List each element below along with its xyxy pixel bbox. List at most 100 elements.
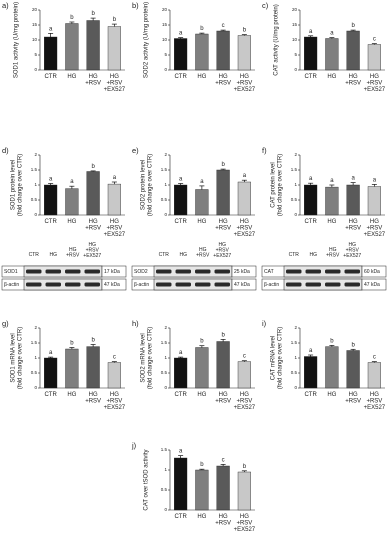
- lane-label: CTR: [159, 252, 170, 258]
- x-tick-label: HG +RSV: [215, 392, 231, 405]
- x-tick-label: CTR: [304, 392, 317, 398]
- blot-band: [305, 269, 321, 274]
- x-tick-label: HG +RSV +EX527: [104, 219, 126, 238]
- significance-letter: a: [200, 179, 204, 185]
- bar: [304, 36, 318, 71]
- bar: [44, 357, 58, 389]
- lane-label: CTR: [289, 252, 300, 258]
- x-tick-label: CTR: [174, 514, 187, 520]
- y-tick-label: 0: [164, 212, 167, 217]
- lane-label: HG +RSV +EX527: [343, 242, 361, 259]
- significance-letter: b: [91, 164, 95, 170]
- y-tick-label: 5: [34, 52, 37, 57]
- x-tick-label: HG +RSV +EX527: [234, 392, 256, 411]
- y-axis-label: SOD1 protein level(fold change over CTR): [10, 154, 23, 216]
- significance-letter: a: [309, 176, 313, 182]
- bar: [174, 357, 188, 389]
- y-tick-label: 0: [34, 385, 37, 390]
- bar: [44, 36, 58, 71]
- panel-label: c): [262, 1, 269, 10]
- y-tick-label: 15: [162, 22, 168, 27]
- panel-label: a): [2, 1, 9, 10]
- y-tick-label: 1.5: [161, 447, 168, 452]
- x-tick-label: CTR: [44, 392, 57, 398]
- significance-letter: b: [91, 338, 95, 344]
- y-tick-label: 5: [294, 52, 297, 57]
- blot-band: [84, 282, 100, 287]
- y-tick-label: 20: [32, 7, 38, 12]
- significance-letter: c: [222, 23, 225, 29]
- x-tick-label: HG +RSV: [215, 219, 231, 232]
- significance-letter: a: [179, 31, 183, 37]
- bar: [65, 23, 79, 71]
- x-tick-label: HG: [197, 514, 206, 520]
- significance-letter: a: [351, 176, 355, 182]
- x-tick-label: HG +RSV: [85, 219, 101, 232]
- x-tick-label: HG +RSV +EX527: [364, 219, 386, 238]
- significance-letter: a: [49, 177, 53, 183]
- y-tick-label: 1: [34, 355, 37, 360]
- y-tick-label: 0.5: [291, 370, 298, 375]
- x-tick-label: HG: [327, 219, 336, 225]
- significance-letter: a: [243, 173, 247, 179]
- size-frame: [101, 265, 127, 278]
- significance-letter: c: [243, 354, 246, 360]
- x-tick-label: CTR: [304, 74, 317, 80]
- y-tick-label: 5: [164, 52, 167, 57]
- blot-band: [286, 282, 302, 287]
- y-tick-label: 10: [292, 37, 298, 42]
- x-tick-label: CTR: [174, 392, 187, 398]
- blot-band: [214, 269, 230, 274]
- y-axis-label: CAT over tSOD activity: [144, 449, 150, 510]
- significance-letter: b: [243, 28, 247, 34]
- x-tick-label: HG: [327, 392, 336, 398]
- bar: [195, 189, 209, 216]
- y-tick-label: 20: [292, 7, 298, 12]
- y-axis-label: SOD1 mRNA level(fold change over CTR): [10, 327, 23, 389]
- blot-row-label: CAT: [264, 269, 274, 275]
- blot-row-label: SOD1: [4, 269, 18, 275]
- bar: [195, 347, 209, 389]
- y-tick-label: 2: [34, 325, 37, 330]
- x-tick-label: CTR: [304, 219, 317, 225]
- x-tick-label: HG +RSV +EX527: [234, 219, 256, 238]
- significance-letter: a: [113, 175, 117, 181]
- y-tick-label: 1: [164, 182, 167, 187]
- y-tick-label: 15: [32, 22, 38, 27]
- blot-band: [26, 269, 42, 274]
- significance-letter: a: [49, 350, 53, 356]
- lane-label: CTR: [29, 252, 40, 258]
- significance-letter: c: [222, 457, 225, 463]
- bar: [346, 184, 360, 216]
- blot-size-label: 47 kDa: [364, 282, 380, 288]
- bar: [174, 38, 188, 71]
- bar: [325, 186, 339, 216]
- blot-band: [195, 269, 211, 274]
- y-tick-label: 20: [162, 7, 168, 12]
- y-tick-label: 1: [164, 355, 167, 360]
- x-tick-label: CTR: [44, 219, 57, 225]
- significance-letter: c: [373, 355, 376, 361]
- y-tick-label: 1.5: [291, 340, 298, 345]
- bar: [304, 184, 318, 216]
- size-frame: [101, 278, 127, 291]
- x-tick-label: HG +RSV: [85, 392, 101, 405]
- y-axis-label: SOD2 activity (U/mg protein): [144, 2, 150, 78]
- y-axis-label: SOD2 protein level(fold change over CTR): [140, 154, 153, 216]
- significance-letter: a: [373, 177, 377, 183]
- x-tick-label: HG: [197, 392, 206, 398]
- bar: [86, 171, 100, 216]
- bar: [216, 30, 230, 71]
- blot-band: [26, 282, 42, 287]
- x-tick-label: HG +RSV: [345, 219, 361, 232]
- bar: [216, 341, 230, 389]
- blot-band: [65, 269, 81, 274]
- significance-letter: a: [309, 348, 313, 354]
- lane-label: HG +RSV: [196, 247, 210, 259]
- x-tick-label: HG +RSV: [345, 392, 361, 405]
- panel-label: b): [132, 1, 139, 10]
- x-tick-label: HG: [197, 219, 206, 225]
- y-tick-label: 0: [294, 385, 297, 390]
- bar: [304, 356, 318, 389]
- bar: [44, 184, 58, 216]
